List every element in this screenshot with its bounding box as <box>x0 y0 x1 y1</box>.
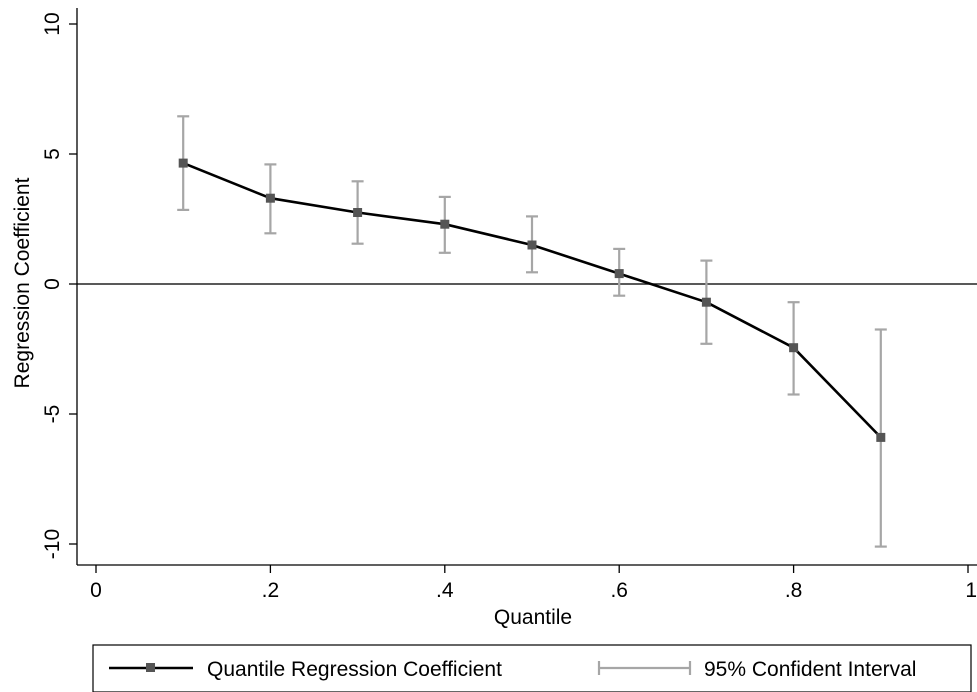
legend-box <box>92 644 972 692</box>
y-tick-label: -5 <box>41 405 64 424</box>
x-tick-label: .2 <box>262 579 280 602</box>
y-tick-label: 5 <box>41 148 64 160</box>
legend-marker-swatch <box>146 663 155 672</box>
x-tick-label: .4 <box>436 579 454 602</box>
x-tick-label: 0 <box>90 579 102 602</box>
plot-area <box>77 115 977 548</box>
coefficient-point <box>265 193 275 203</box>
y-tick-label: 10 <box>41 12 64 35</box>
x-tick-label: .6 <box>610 579 628 602</box>
legend-label-coefficient: Quantile Regression Coefficient <box>207 658 502 681</box>
coefficient-point <box>701 297 711 307</box>
coefficient-point <box>876 432 886 442</box>
coefficient-point <box>527 240 537 250</box>
legend: Quantile Regression Coefficient 95% Conf… <box>92 644 972 692</box>
coefficient-line <box>182 161 882 439</box>
legend-label-ci: 95% Confident Interval <box>704 658 916 681</box>
coefficient-point <box>440 219 450 229</box>
x-tick-label: .8 <box>785 579 803 602</box>
coefficient-point <box>353 208 363 217</box>
coefficient-point <box>178 158 188 168</box>
axes: 0 .2 .4 .6 .8 1 -10 -5 0 5 10 <box>41 8 977 602</box>
x-axis-label: Quantile <box>494 606 572 629</box>
coefficient-point <box>614 269 624 279</box>
x-tick-label: 1 <box>965 579 977 602</box>
y-tick-label: 0 <box>41 278 64 290</box>
y-axis-label: Regression Coefficient <box>11 177 34 388</box>
coefficient-point <box>789 343 799 353</box>
y-tick-label: -10 <box>41 529 64 559</box>
